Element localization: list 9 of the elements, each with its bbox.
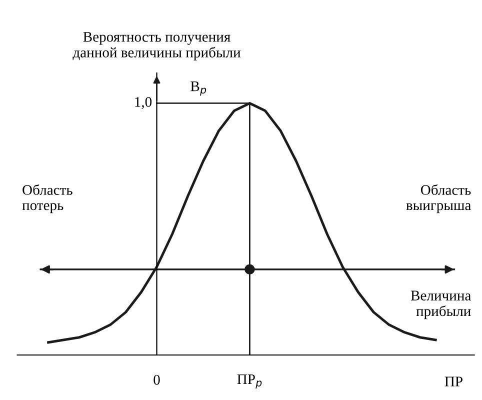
x-tick-label: 0	[154, 374, 160, 385]
ref-line-label: 1,0	[135, 97, 152, 109]
x-tick-label: ПР$_{р}$	[237, 374, 262, 389]
text: В$_{р}$	[190, 82, 206, 96]
annotation: Область выигрыша	[406, 184, 471, 214]
annotation: Область потерь	[22, 184, 72, 214]
y-axis-title: Вероятность получения данной величины прибыли	[72, 32, 241, 60]
x-axis-title: ПР	[444, 376, 462, 386]
annotation: Величина прибыли	[410, 290, 471, 320]
